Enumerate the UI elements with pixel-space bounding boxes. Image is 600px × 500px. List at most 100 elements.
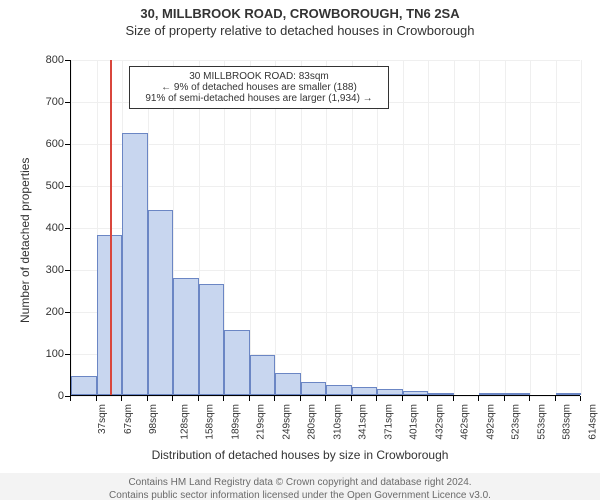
x-tick-label: 37sqm	[97, 404, 108, 434]
histogram-bar	[377, 389, 403, 395]
gridline-vertical	[71, 60, 72, 395]
x-tick-label: 67sqm	[123, 404, 134, 434]
x-tick-mark	[249, 396, 250, 401]
gridline-vertical	[454, 60, 455, 395]
y-tick-label: 300	[30, 264, 64, 276]
histogram-bar	[250, 355, 276, 395]
gridline-vertical	[301, 60, 302, 395]
histogram-bar	[403, 391, 429, 395]
x-tick-label: 492sqm	[485, 404, 496, 440]
x-tick-mark	[351, 396, 352, 401]
x-tick-mark	[376, 396, 377, 401]
x-tick-mark	[580, 396, 581, 401]
x-tick-mark	[96, 396, 97, 401]
y-tick-label: 800	[30, 54, 64, 66]
x-tick-label: 432sqm	[434, 404, 445, 440]
x-tick-label: 219sqm	[256, 404, 267, 440]
x-tick-label: 128sqm	[179, 404, 190, 440]
y-tick-mark	[65, 102, 70, 103]
y-tick-mark	[65, 354, 70, 355]
y-tick-label: 200	[30, 306, 64, 318]
annotation-line: ← 9% of detached houses are smaller (188…	[138, 82, 380, 93]
attribution-line-2: Contains public sector information licen…	[109, 490, 491, 500]
histogram-bar	[352, 387, 378, 395]
x-tick-mark	[121, 396, 122, 401]
gridline-vertical	[479, 60, 480, 395]
gridline-vertical	[326, 60, 327, 395]
x-tick-label: 553sqm	[536, 404, 547, 440]
x-tick-mark	[325, 396, 326, 401]
x-tick-label: 280sqm	[307, 404, 318, 440]
x-tick-label: 189sqm	[230, 404, 241, 440]
x-tick-mark	[453, 396, 454, 401]
histogram-bar	[505, 393, 531, 395]
x-tick-mark	[70, 396, 71, 401]
y-tick-mark	[65, 60, 70, 61]
y-tick-label: 700	[30, 96, 64, 108]
chart-container: 30, MILLBROOK ROAD, CROWBOROUGH, TN6 2SA…	[0, 6, 600, 500]
x-tick-label: 583sqm	[562, 404, 573, 440]
x-axis-label: Distribution of detached houses by size …	[0, 448, 600, 462]
histogram-bar	[301, 382, 327, 395]
y-tick-mark	[65, 144, 70, 145]
x-tick-mark	[529, 396, 530, 401]
x-tick-label: 341sqm	[358, 404, 369, 440]
gridline-vertical	[352, 60, 353, 395]
x-tick-mark	[504, 396, 505, 401]
x-tick-mark	[274, 396, 275, 401]
histogram-bar	[71, 376, 97, 395]
x-tick-label: 462sqm	[460, 404, 471, 440]
x-tick-label: 614sqm	[587, 404, 598, 440]
histogram-bar	[173, 278, 199, 395]
gridline-vertical	[581, 60, 582, 395]
gridline-vertical	[250, 60, 251, 395]
histogram-bar	[122, 133, 148, 396]
x-tick-label: 523sqm	[511, 404, 522, 440]
page-title: 30, MILLBROOK ROAD, CROWBOROUGH, TN6 2SA	[0, 6, 600, 21]
histogram-bar	[224, 330, 250, 395]
plot-area	[70, 60, 580, 396]
x-tick-mark	[427, 396, 428, 401]
attribution-line-1: Contains HM Land Registry data © Crown c…	[128, 477, 471, 488]
histogram-bar	[199, 284, 225, 395]
gridline-vertical	[428, 60, 429, 395]
y-tick-mark	[65, 270, 70, 271]
annotation-box: 30 MILLBROOK ROAD: 83sqm← 9% of detached…	[129, 66, 389, 109]
x-tick-label: 249sqm	[281, 404, 292, 440]
y-tick-label: 500	[30, 180, 64, 192]
histogram-bar	[326, 385, 352, 395]
x-tick-mark	[300, 396, 301, 401]
histogram-bar	[275, 373, 301, 395]
x-tick-mark	[478, 396, 479, 401]
annotation-line: 91% of semi-detached houses are larger (…	[138, 93, 380, 104]
x-tick-label: 371sqm	[383, 404, 394, 440]
attribution: Contains HM Land Registry data © Crown c…	[0, 473, 600, 500]
y-tick-mark	[65, 312, 70, 313]
gridline-vertical	[556, 60, 557, 395]
y-tick-label: 0	[30, 390, 64, 402]
gridline-vertical	[403, 60, 404, 395]
y-tick-mark	[65, 228, 70, 229]
x-tick-mark	[555, 396, 556, 401]
y-tick-label: 400	[30, 222, 64, 234]
y-tick-mark	[65, 186, 70, 187]
reference-line	[110, 60, 112, 395]
histogram-bar	[556, 393, 582, 395]
gridline-vertical	[275, 60, 276, 395]
histogram-bar	[479, 393, 505, 395]
x-tick-mark	[223, 396, 224, 401]
x-tick-mark	[198, 396, 199, 401]
annotation-line: 30 MILLBROOK ROAD: 83sqm	[138, 71, 380, 82]
gridline-vertical	[377, 60, 378, 395]
x-tick-mark	[402, 396, 403, 401]
gridline-vertical	[530, 60, 531, 395]
x-tick-label: 310sqm	[332, 404, 343, 440]
x-tick-label: 98sqm	[148, 404, 159, 434]
x-tick-label: 158sqm	[205, 404, 216, 440]
gridline-vertical	[505, 60, 506, 395]
x-tick-label: 401sqm	[409, 404, 420, 440]
y-tick-label: 600	[30, 138, 64, 150]
y-tick-label: 100	[30, 348, 64, 360]
histogram-bar	[148, 210, 174, 395]
page-subtitle: Size of property relative to detached ho…	[0, 23, 600, 38]
